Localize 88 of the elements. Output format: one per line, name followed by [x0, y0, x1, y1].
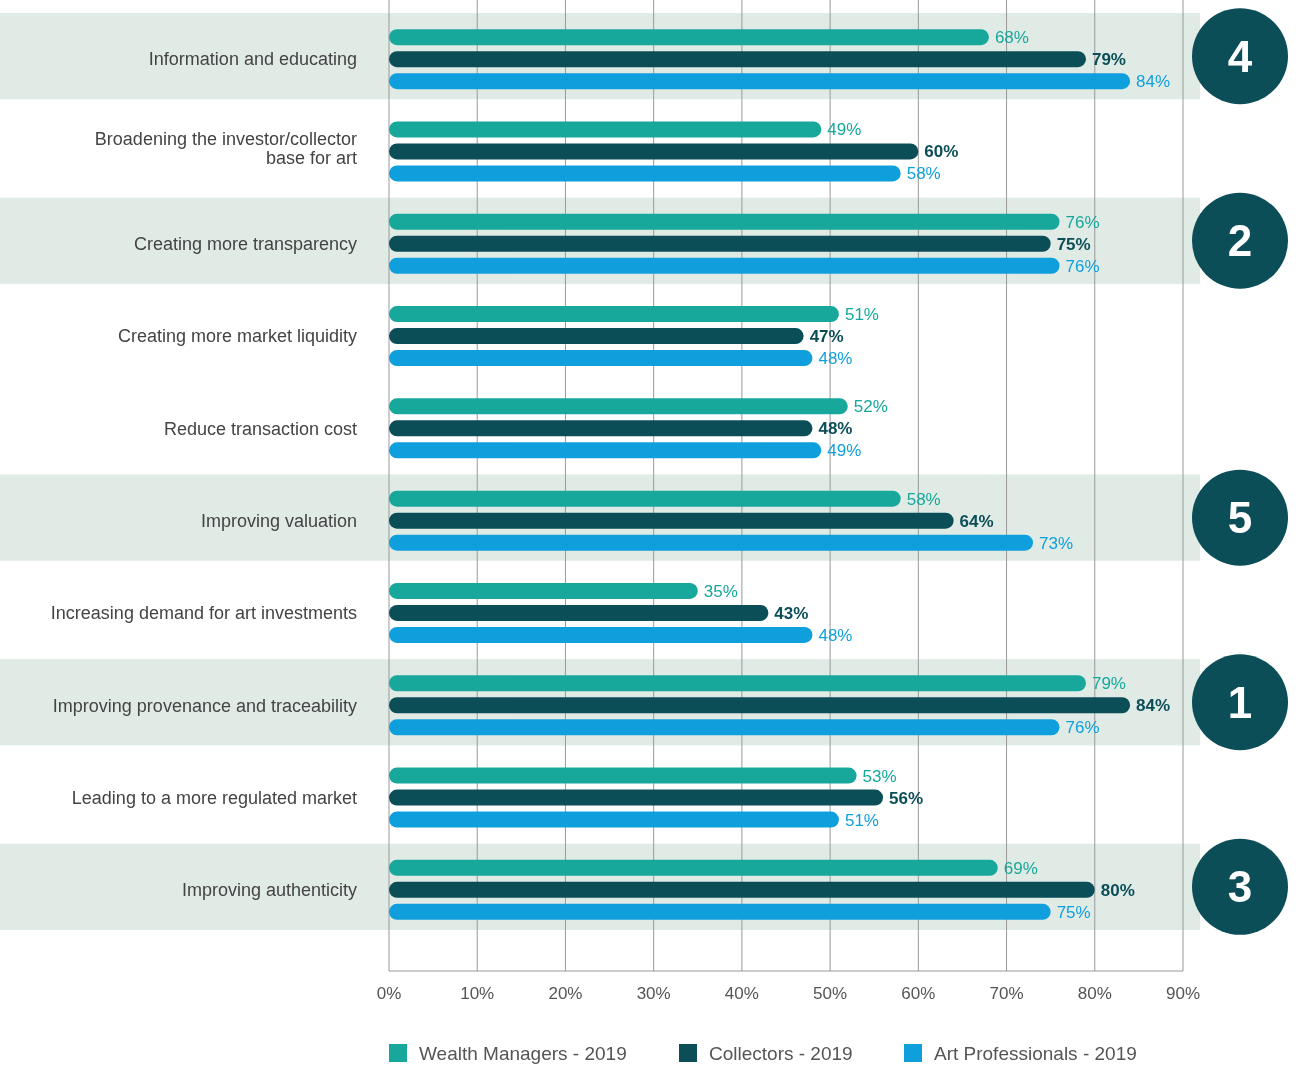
bar	[389, 306, 839, 323]
y-tick-label: Information and educating	[148, 49, 357, 70]
data-label: 69%	[1003, 858, 1038, 878]
bar	[389, 675, 1086, 692]
bar	[389, 73, 1131, 90]
data-label: 76%	[1065, 212, 1100, 232]
x-tick-label: 20%	[548, 984, 583, 1003]
data-label: 75%	[1056, 902, 1091, 922]
legend-label: Art Professionals - 2019	[934, 1042, 1137, 1064]
y-tick-label: Increasing demand for art investments	[50, 603, 357, 624]
y-tick-label: Broadening the investor/collector base for art	[94, 128, 357, 169]
bar	[389, 213, 1060, 230]
bar	[389, 719, 1060, 736]
data-label: 64%	[959, 511, 994, 531]
bar	[389, 789, 884, 806]
data-label: 48%	[818, 349, 853, 368]
bar	[389, 767, 857, 784]
data-label: 52%	[853, 397, 888, 417]
data-label: 79%	[1091, 674, 1126, 694]
x-tick-label: 60%	[901, 984, 936, 1003]
data-label: 53%	[862, 766, 897, 786]
band-label: 3	[1227, 862, 1253, 912]
bar	[389, 29, 989, 46]
bar	[389, 859, 998, 876]
x-tick-label: 0%	[376, 984, 402, 1003]
band-label: 4	[1227, 31, 1253, 81]
data-label: 76%	[1065, 256, 1100, 276]
data-label: 35%	[703, 581, 738, 601]
x-tick-label: 90%	[1165, 984, 1201, 1003]
data-label: 58%	[906, 489, 941, 509]
bar	[389, 51, 1086, 68]
data-label: 48%	[818, 625, 853, 645]
legend-label: Wealth Managers - 2019	[419, 1042, 627, 1064]
y-tick-label: Creating more transparency	[133, 234, 357, 255]
bar	[389, 604, 769, 621]
x-tick-label: 10%	[460, 984, 495, 1003]
band-label: 5	[1227, 493, 1253, 543]
data-label: 80%	[1100, 880, 1135, 900]
bar	[389, 420, 813, 437]
bar	[389, 811, 839, 828]
data-label: 56%	[889, 788, 924, 808]
bar	[389, 143, 919, 160]
bar	[389, 697, 1131, 714]
y-tick-label: Improving authenticity	[181, 880, 357, 901]
x-tick-label: 40%	[724, 984, 759, 1003]
data-label: 49%	[827, 441, 862, 461]
x-tick-label: 80%	[1077, 984, 1112, 1003]
data-label: 51%	[844, 305, 879, 324]
data-label: 49%	[827, 120, 862, 140]
band-label: 2	[1227, 216, 1253, 266]
bar	[389, 257, 1060, 274]
data-label: 51%	[844, 810, 879, 830]
y-tick-label: Reduce transaction cost	[163, 418, 357, 439]
bar	[389, 328, 804, 345]
data-label: 79%	[1091, 50, 1126, 70]
y-tick-label: Creating more market liquidity	[117, 326, 357, 347]
data-label: 76%	[1065, 718, 1100, 738]
data-label: 68%	[994, 28, 1029, 48]
y-tick-label: Improving valuation	[200, 510, 357, 531]
bar	[389, 442, 822, 459]
data-label: 48%	[818, 419, 853, 439]
bar	[389, 121, 822, 138]
bar	[389, 350, 813, 367]
bar	[389, 490, 901, 507]
x-tick-label: 30%	[636, 984, 671, 1003]
bar	[389, 881, 1095, 898]
y-tick-label: Improving provenance and traceability	[52, 695, 357, 716]
bar	[389, 235, 1051, 252]
legend-label: Collectors - 2019	[709, 1042, 853, 1064]
bar	[389, 534, 1034, 551]
bar	[389, 398, 848, 415]
bar	[389, 582, 698, 599]
band-label: 1	[1227, 677, 1253, 727]
bar	[389, 165, 901, 182]
x-tick-label: 70%	[989, 984, 1024, 1003]
data-label: 47%	[809, 327, 844, 346]
bar	[389, 903, 1051, 920]
bar	[389, 512, 954, 529]
data-label: 43%	[774, 603, 809, 623]
data-label: 84%	[1136, 696, 1171, 716]
x-tick-label: 50%	[813, 984, 848, 1003]
data-label: 73%	[1039, 533, 1074, 553]
y-tick-label: Leading to a more regulated market	[71, 787, 357, 808]
data-label: 60%	[924, 142, 959, 162]
data-label: 84%	[1136, 72, 1171, 92]
bar	[389, 626, 813, 643]
data-label: 75%	[1056, 234, 1091, 254]
data-label: 58%	[906, 164, 941, 184]
